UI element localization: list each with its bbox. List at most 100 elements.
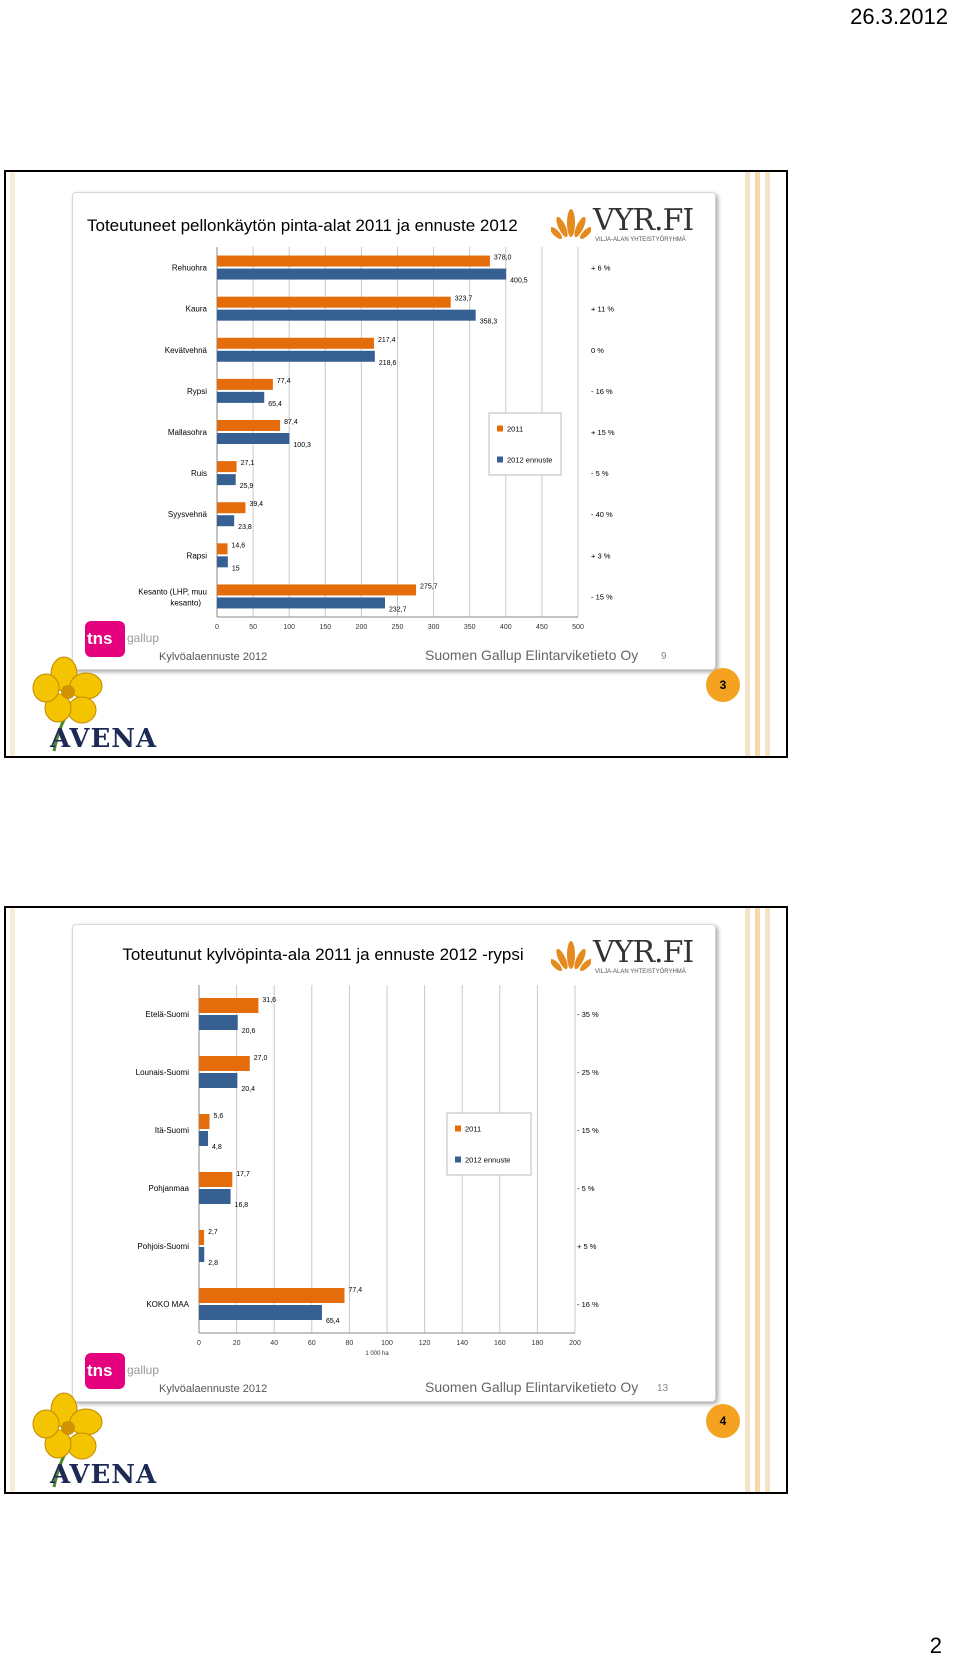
flower-icon bbox=[32, 1392, 103, 1488]
data-label: 4,8 bbox=[212, 1144, 222, 1151]
bar-2012 bbox=[217, 309, 476, 321]
bar-2012 bbox=[199, 1073, 238, 1088]
bar-2012 bbox=[199, 1305, 322, 1320]
bar-2012 bbox=[217, 350, 375, 362]
category-label: Etelä-Suomi bbox=[145, 1010, 189, 1019]
page-number: 2 bbox=[929, 1633, 942, 1658]
data-label: 77,4 bbox=[277, 378, 291, 385]
tns-text: tns bbox=[87, 629, 113, 648]
footer-number: 9 bbox=[661, 651, 667, 662]
x-tick-label: 180 bbox=[532, 1340, 544, 1347]
data-label: 217,4 bbox=[378, 337, 396, 344]
data-label: 16,8 bbox=[235, 1202, 249, 1209]
change-label: 0 % bbox=[591, 346, 604, 355]
x-tick-label: 60 bbox=[308, 1340, 316, 1347]
data-label: 2,8 bbox=[208, 1260, 218, 1267]
brand-name: VYR.FI bbox=[593, 935, 694, 970]
category-label: Itä-Suomi bbox=[155, 1126, 189, 1135]
brand-subtitle: VILJA-ALAN YHTEISTYÖRYHMÄ bbox=[595, 969, 686, 975]
data-label: 2,7 bbox=[208, 1229, 218, 1236]
tns-logo bbox=[85, 621, 125, 657]
vyr-logo bbox=[551, 941, 591, 972]
bar-2011 bbox=[217, 502, 246, 514]
footer-source: Suomen Gallup Elintarviketieto Oy bbox=[425, 647, 639, 663]
category-label: Mallasohra bbox=[168, 428, 208, 437]
change-label: - 25 % bbox=[577, 1068, 599, 1077]
slide-3: Toteutuneet pellonkäytön pinta-alat 2011… bbox=[4, 170, 788, 758]
bar-2011 bbox=[199, 998, 259, 1013]
bar-2011 bbox=[217, 584, 417, 596]
data-label: 20,4 bbox=[241, 1086, 255, 1093]
bar-2011 bbox=[217, 296, 451, 308]
category-label: kesanto) bbox=[170, 598, 201, 607]
x-tick-label: 20 bbox=[233, 1340, 241, 1347]
category-label: Kaura bbox=[186, 305, 208, 314]
legend-box bbox=[488, 412, 562, 476]
page-date: 26.3.2012 bbox=[850, 4, 948, 29]
change-label: - 40 % bbox=[591, 510, 613, 519]
data-label: 218,6 bbox=[379, 360, 397, 367]
x-tick-label: 400 bbox=[500, 624, 512, 631]
category-label: Rehuohra bbox=[172, 264, 208, 273]
bar-2012 bbox=[199, 1247, 205, 1262]
data-label: 100,3 bbox=[293, 442, 311, 449]
x-tick-label: 450 bbox=[536, 624, 548, 631]
data-label: 87,4 bbox=[284, 419, 298, 426]
bar-2011 bbox=[217, 337, 374, 349]
x-tick-label: 100 bbox=[381, 1340, 393, 1347]
category-label: Pohjois-Suomi bbox=[137, 1242, 189, 1251]
avena-logo: AVENA bbox=[50, 724, 158, 754]
data-label: 31,6 bbox=[262, 997, 276, 1004]
x-tick-label: 150 bbox=[319, 624, 331, 631]
change-label: + 15 % bbox=[591, 428, 615, 437]
data-label: 14,6 bbox=[232, 542, 246, 549]
data-label: 358,3 bbox=[480, 319, 498, 326]
bar-2012 bbox=[217, 433, 290, 444]
bar-2012 bbox=[199, 1131, 209, 1146]
flower-icon bbox=[32, 656, 103, 752]
x-tick-label: 140 bbox=[456, 1340, 468, 1347]
x-tick-label: 200 bbox=[569, 1340, 581, 1347]
legend-swatch-2011 bbox=[455, 1125, 461, 1132]
change-label: + 3 % bbox=[591, 551, 611, 560]
change-label: - 16 % bbox=[591, 387, 613, 396]
gallup-text: gallup bbox=[127, 1363, 160, 1377]
category-label: Rypsi bbox=[187, 387, 207, 396]
vyr-logo bbox=[551, 209, 591, 240]
data-label: 25,9 bbox=[240, 483, 254, 490]
bar-2012 bbox=[217, 556, 228, 568]
bar-2012 bbox=[217, 391, 265, 403]
legend-swatch-2012 bbox=[497, 456, 503, 463]
bar-2012 bbox=[217, 597, 386, 609]
bar-2011 bbox=[217, 255, 490, 267]
data-label: 5,6 bbox=[214, 1113, 224, 1120]
data-label: 77,4 bbox=[349, 1287, 363, 1294]
change-label: - 5 % bbox=[577, 1184, 595, 1193]
data-label: 23,8 bbox=[238, 524, 252, 531]
category-label: KOKO MAA bbox=[146, 1300, 189, 1309]
x-tick-label: 40 bbox=[270, 1340, 278, 1347]
bar-2011 bbox=[217, 420, 281, 431]
category-label: Rapsi bbox=[187, 551, 208, 560]
change-label: - 5 % bbox=[591, 469, 609, 478]
x-tick-label: 500 bbox=[572, 624, 584, 631]
change-label: - 15 % bbox=[577, 1126, 599, 1135]
brand-name: VYR.FI bbox=[593, 203, 694, 238]
data-label: 232,7 bbox=[389, 606, 407, 613]
chart-2: 0 20 40 60 80 100 120 140 160 180 200 1 000 ha Etelä… bbox=[136, 985, 599, 1357]
bar-2011 bbox=[199, 1114, 210, 1129]
tns-text: tns bbox=[87, 1361, 113, 1380]
bar-2011 bbox=[217, 461, 237, 473]
data-label: 400,5 bbox=[510, 278, 528, 285]
data-label: 275,7 bbox=[420, 583, 438, 590]
legend-label: 2012 ennuste bbox=[465, 1156, 510, 1165]
x-tick-label: 350 bbox=[464, 624, 476, 631]
slide-number-badge: 3 bbox=[706, 668, 740, 702]
category-label: Kevätvehnä bbox=[165, 346, 208, 355]
data-label: 65,4 bbox=[326, 1318, 340, 1325]
chart-1: 0501001502002503003504004505001 000 haRe… bbox=[138, 247, 615, 631]
legend-label: 2011 bbox=[465, 1125, 481, 1134]
bar-2011 bbox=[217, 543, 228, 555]
x-tick-label: 120 bbox=[419, 1340, 431, 1347]
category-label: Kesanto (LHP, muu bbox=[138, 587, 207, 596]
